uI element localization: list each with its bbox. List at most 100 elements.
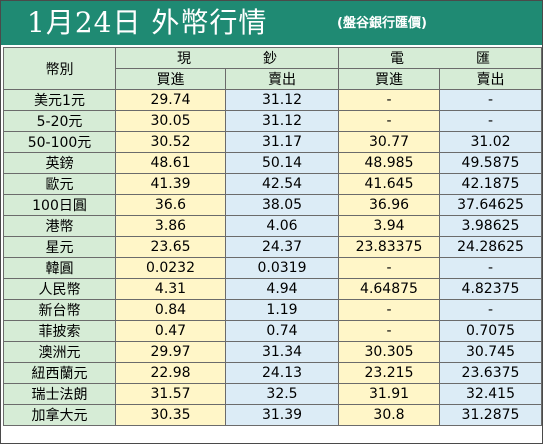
cash-sell-cell: 31.17 (225, 131, 339, 153)
table-row: 星元 23.65 24.37 23.83375 24.28625 (3, 236, 542, 258)
cash-sell-cell: 50.14 (225, 152, 339, 174)
spot-buy-cell: - (338, 110, 440, 132)
spot-sell-cell: 32.415 (439, 383, 542, 405)
table-row: 50-100元 30.52 31.17 30.77 31.02 (3, 131, 542, 153)
cash-buy-cell: 30.52 (115, 131, 226, 153)
table-row: 加拿大元 30.35 31.39 30.8 31.2875 (3, 404, 542, 426)
spot-buy-cell: 31.91 (338, 383, 440, 405)
cash-sell-header: 賣出 (225, 68, 339, 90)
cash-sell-cell: 31.12 (225, 110, 339, 132)
spot-header-char-2: 匯 (476, 51, 490, 67)
cash-buy-header: 買進 (115, 68, 226, 90)
cash-sell-cell: 24.37 (225, 236, 339, 258)
spot-buy-cell: - (338, 299, 440, 321)
spot-sell-cell: - (439, 89, 542, 111)
spot-buy-cell: 30.77 (338, 131, 440, 153)
cash-sell-cell: 1.19 (225, 299, 339, 321)
spot-sell-cell: 49.5875 (439, 152, 542, 174)
rates-table: 幣別 現鈔 電匯 買進 賣出 買進 賣出 美元1元 29.74 31.12- -5-2… (3, 47, 542, 426)
cash-sell-cell: 0.0319 (225, 257, 339, 279)
cash-buy-cell: 31.57 (115, 383, 226, 405)
currency-cell: 星元 (3, 236, 116, 258)
cash-buy-cell: 3.86 (115, 215, 226, 237)
cash-buy-cell: 41.39 (115, 173, 226, 195)
currency-cell: 加拿大元 (3, 404, 116, 426)
spot-buy-header: 買進 (338, 68, 440, 90)
currency-cell: 港幣 (3, 215, 116, 237)
cash-buy-cell: 23.65 (115, 236, 226, 258)
table-row: 5-20元 30.05 31.12- - (3, 110, 542, 132)
table-row: 瑞士法朗 31.57 32.5 31.91 32.415 (3, 383, 542, 405)
spot-buy-cell: 36.96 (338, 194, 440, 216)
spot-sell-cell: - (439, 110, 542, 132)
currency-cell: 菲披索 (3, 320, 116, 342)
spot-buy-cell: - (338, 257, 440, 279)
cash-buy-cell: 4.31 (115, 278, 226, 300)
spot-sell-cell: 42.1875 (439, 173, 542, 195)
rates-body: 美元1元 29.74 31.12- -5-20元 30.05 31.12- -50-100元… (3, 89, 542, 426)
cash-buy-cell: 22.98 (115, 362, 226, 384)
currency-cell: 新台幣 (3, 299, 116, 321)
table-row: 英鎊 48.61 50.14 48.985 49.5875 (3, 152, 542, 174)
currency-cell: 澳洲元 (3, 341, 116, 363)
cash-sell-cell: 31.12 (225, 89, 339, 111)
table-row: 紐西蘭元 22.98 24.13 23.215 23.6375 (3, 362, 542, 384)
currency-cell: 紐西蘭元 (3, 362, 116, 384)
spot-sell-cell: 31.2875 (439, 404, 542, 426)
page-title: 1月24日 外幣行情 (27, 6, 268, 39)
spot-sell-cell: 24.28625 (439, 236, 542, 258)
spot-sell-cell: 31.02 (439, 131, 542, 153)
spot-sell-cell: 23.6375 (439, 362, 542, 384)
currency-cell: 瑞士法朗 (3, 383, 116, 405)
cash-sell-cell: 42.54 (225, 173, 339, 195)
header-row-sub: 買進 賣出 買進 賣出 (4, 68, 542, 90)
spot-sell-header: 賣出 (439, 68, 542, 90)
currency-cell: 韓圓 (3, 257, 116, 279)
spot-sell-cell: 30.745 (439, 341, 542, 363)
spot-sell-cell: 0.7075 (439, 320, 542, 342)
spot-sell-cell: 37.64625 (439, 194, 542, 216)
header-row-group: 幣別 現鈔 電匯 (3, 47, 542, 90)
cash-buy-cell: 0.84 (115, 299, 226, 321)
currency-cell: 英鎊 (3, 152, 116, 174)
cash-header-char-2: 鈔 (263, 51, 277, 67)
spot-buy-cell: - (338, 89, 440, 111)
spot-sell-cell: 3.98625 (439, 215, 542, 237)
page-subtitle: (盤谷銀行匯價) (337, 16, 427, 31)
cash-sell-cell: 4.94 (225, 278, 339, 300)
spot-header-char-1: 電 (390, 51, 404, 67)
spot-buy-cell: 30.305 (338, 341, 440, 363)
currency-cell: 100日圓 (3, 194, 116, 216)
cash-buy-cell: 30.05 (115, 110, 226, 132)
cash-sell-cell: 38.05 (225, 194, 339, 216)
cash-sell-cell: 31.39 (225, 404, 339, 426)
cash-buy-cell: 0.0232 (115, 257, 226, 279)
table-row: 新台幣 0.84 1.19- - (3, 299, 542, 321)
cash-buy-cell: 29.74 (115, 89, 226, 111)
spot-buy-cell: 3.94 (338, 215, 440, 237)
spot-buy-cell: 23.215 (338, 362, 440, 384)
currency-cell: 5-20元 (3, 110, 116, 132)
table-row: 歐元 41.39 42.54 41.645 42.1875 (3, 173, 542, 195)
cash-buy-cell: 48.61 (115, 152, 226, 174)
cash-sell-cell: 31.34 (225, 341, 339, 363)
cash-buy-cell: 36.6 (115, 194, 226, 216)
table-row: 美元1元 29.74 31.12- - (3, 89, 542, 111)
table-row: 100日圓 36.6 38.05 36.96 37.64625 (3, 194, 542, 216)
title-banner: 1月24日 外幣行情 (盤谷銀行匯價) (1, 1, 542, 45)
currency-cell: 人民幣 (3, 278, 116, 300)
table-row: 菲披索 0.47 0.74-0.7075 (3, 320, 542, 342)
currency-column-header: 幣別 (3, 47, 116, 90)
table-row: 港幣 3.86 4.06 3.94 3.98625 (3, 215, 542, 237)
spot-sell-cell: - (439, 299, 542, 321)
spot-buy-cell: 41.645 (338, 173, 440, 195)
spot-group-header: 電匯 (338, 47, 542, 69)
spot-sell-cell: 4.82375 (439, 278, 542, 300)
cash-group-header: 現鈔 (115, 47, 339, 69)
cash-sell-cell: 4.06 (225, 215, 339, 237)
cash-sell-cell: 24.13 (225, 362, 339, 384)
spot-buy-cell: 48.985 (338, 152, 440, 174)
spot-buy-cell: 23.83375 (338, 236, 440, 258)
cash-buy-cell: 29.97 (115, 341, 226, 363)
